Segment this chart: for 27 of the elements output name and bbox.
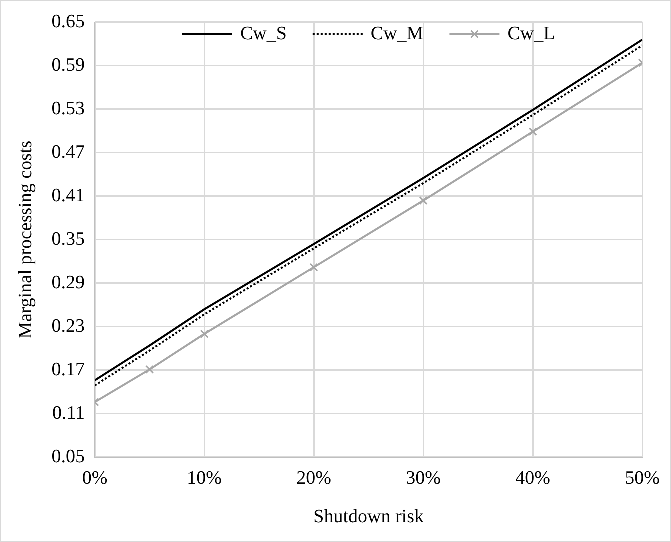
legend-label: Cw_L [508, 23, 556, 44]
x-tick-label: 20% [296, 468, 332, 489]
legend-label: Cw_M [370, 23, 424, 44]
legend-label: Cw_S [240, 23, 287, 44]
y-tick-label: 0.29 [52, 272, 86, 294]
x-tick-label: 50% [625, 468, 660, 489]
point [310, 263, 318, 272]
x-tick-label: 40% [516, 468, 551, 489]
y-tick-label: 0.05 [52, 446, 86, 468]
point [200, 330, 209, 338]
x-axis-title: Shutdown risk [314, 506, 424, 528]
y-tick-label: 0.47 [52, 142, 86, 163]
y-tick-label: 0.23 [52, 316, 86, 337]
x-tick-label: 10% [187, 468, 222, 489]
y-tick-label: 0.59 [52, 54, 86, 76]
point [528, 128, 538, 136]
y-axis-title: Marginal processing costs [15, 140, 36, 339]
x-tick-label: 0% [82, 468, 108, 489]
y-tick-label: 0.53 [52, 98, 86, 120]
y-tick-label: 0.65 [52, 11, 86, 32]
y-tick-label: 0.17 [52, 359, 86, 380]
y-tick-label: 0.35 [52, 228, 86, 250]
y-tick-label: 0.11 [52, 402, 86, 424]
point [419, 196, 428, 206]
x-tick-label: 30% [406, 468, 442, 489]
y-tick-label: 0.41 [52, 185, 86, 206]
point [146, 365, 154, 374]
